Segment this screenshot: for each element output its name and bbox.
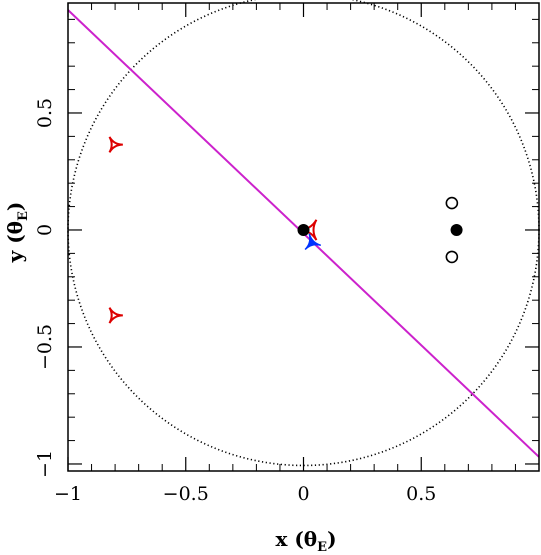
x-axis-label-text: x (θ	[275, 527, 317, 551]
caustics	[108, 136, 322, 324]
y-axis-label-close: )	[3, 202, 27, 211]
lens-filled	[450, 223, 463, 236]
y-axis-label-sub: E	[16, 211, 31, 221]
plot-frame	[67, 2, 540, 472]
y-tick-label: 0	[34, 224, 56, 236]
red-caustic	[108, 136, 123, 153]
x-axis-ticks: −1 −0.5 0 0.5	[54, 3, 436, 505]
lens-open	[445, 250, 459, 264]
x-tick-label: 0.5	[406, 483, 436, 505]
x-tick-label: −0.5	[163, 483, 209, 505]
lens-components	[297, 196, 463, 264]
y-axis-label: y (θE)	[3, 202, 31, 264]
y-axis-label-text: y (θ	[3, 221, 27, 263]
x-tick-label: −1	[54, 483, 82, 505]
y-tick-label: 0.5	[34, 98, 56, 128]
lens-filled	[297, 223, 310, 236]
y-tick-label: −0.5	[34, 324, 56, 370]
lens-open	[445, 196, 459, 210]
red-caustic	[108, 307, 123, 324]
blue-caustic	[304, 233, 322, 251]
x-axis-label-sub: E	[317, 540, 327, 555]
minor-ticks	[68, 3, 539, 471]
y-tick-label: −1	[34, 450, 56, 478]
x-axis-label: x (θE)	[275, 527, 336, 555]
x-tick-label: 0	[297, 483, 309, 505]
red-caustic	[298, 219, 318, 241]
x-axis-label-close: )	[327, 527, 336, 551]
y-axis-ticks: −1 −0.5 0 0.5	[34, 98, 539, 478]
